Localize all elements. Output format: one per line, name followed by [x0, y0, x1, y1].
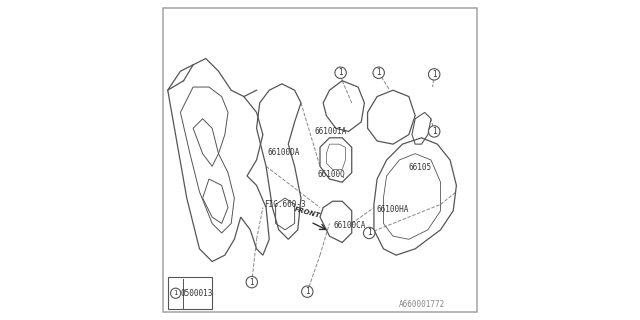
Text: 1: 1	[339, 68, 343, 77]
Circle shape	[301, 286, 313, 297]
Circle shape	[335, 67, 346, 78]
Circle shape	[429, 69, 440, 80]
FancyBboxPatch shape	[168, 277, 212, 309]
Text: 0500013: 0500013	[180, 289, 212, 298]
Circle shape	[364, 227, 375, 239]
Circle shape	[373, 67, 385, 78]
Text: 1: 1	[376, 68, 381, 77]
Circle shape	[246, 276, 257, 288]
Text: FIG.660-3: FIG.660-3	[264, 200, 306, 209]
Text: A660001772: A660001772	[398, 300, 445, 309]
Text: 1: 1	[173, 290, 178, 296]
Text: 66100HA: 66100HA	[377, 205, 409, 214]
Text: 1: 1	[432, 70, 436, 79]
Text: 66105: 66105	[408, 164, 431, 172]
Text: FRONT: FRONT	[294, 206, 321, 219]
Text: 66100Q: 66100Q	[317, 170, 345, 179]
Text: 66100CA: 66100CA	[334, 220, 366, 229]
Text: 1: 1	[305, 287, 310, 296]
Text: 1: 1	[432, 127, 436, 136]
Circle shape	[429, 126, 440, 137]
Text: 1: 1	[367, 228, 372, 237]
Text: 1: 1	[250, 278, 254, 287]
Text: 66100IA: 66100IA	[315, 127, 348, 136]
Text: 66100DA: 66100DA	[268, 148, 300, 156]
Circle shape	[171, 288, 180, 298]
